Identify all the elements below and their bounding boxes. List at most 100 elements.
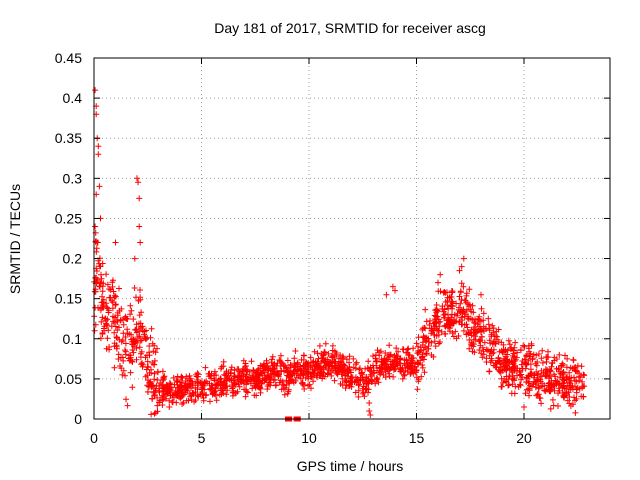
data-point (542, 372, 549, 379)
data-point (367, 371, 374, 378)
data-point (343, 377, 349, 384)
data-point (346, 353, 353, 360)
data-point (421, 369, 428, 376)
data-point (539, 383, 546, 390)
data-point (137, 294, 144, 301)
data-point (514, 349, 521, 356)
data-point (399, 346, 406, 353)
data-point (174, 373, 181, 380)
y-tick-label: 0.3 (63, 170, 83, 186)
data-point (546, 368, 553, 375)
data-point (207, 398, 213, 405)
data-point (321, 359, 328, 366)
data-point (479, 354, 486, 361)
data-point (456, 267, 463, 274)
data-point (104, 335, 111, 342)
data-point (283, 365, 290, 372)
data-point (486, 337, 493, 344)
data-point (131, 343, 138, 350)
data-point (489, 322, 496, 329)
data-point (307, 370, 313, 377)
data-point (431, 323, 438, 330)
data-point (112, 301, 119, 308)
data-point (324, 356, 331, 363)
data-point (489, 341, 496, 347)
data-point (413, 340, 420, 347)
data-point (335, 362, 342, 369)
data-point (270, 377, 277, 384)
data-point (122, 340, 129, 347)
data-point (280, 363, 287, 370)
data-point (154, 377, 161, 383)
data-point (508, 358, 515, 365)
data-point (352, 389, 359, 396)
data-point (470, 329, 477, 336)
data-point (104, 281, 111, 288)
data-point (136, 195, 143, 202)
data-point (135, 297, 142, 304)
data-point (420, 356, 427, 363)
data-point (404, 349, 411, 356)
data-point (535, 391, 542, 398)
data-point (275, 372, 282, 379)
data-point (127, 302, 134, 309)
data-point (459, 317, 466, 324)
data-point (386, 366, 393, 373)
data-point (103, 300, 110, 307)
data-point (122, 347, 128, 354)
data-point (428, 325, 435, 332)
y-tick-label: 0.2 (63, 251, 83, 267)
data-point (158, 381, 165, 388)
data-point (288, 376, 295, 383)
data-point (273, 382, 280, 388)
data-point (170, 374, 177, 381)
data-point (413, 374, 420, 381)
data-point (229, 389, 236, 396)
data-point (394, 355, 401, 362)
data-point (525, 357, 532, 364)
data-point (360, 383, 367, 390)
data-point (270, 362, 277, 369)
data-point (206, 370, 213, 377)
data-point (386, 373, 393, 380)
data-point (136, 312, 143, 319)
data-point (572, 397, 578, 404)
data-point (415, 334, 422, 341)
data-point (463, 290, 470, 297)
data-point (418, 373, 425, 380)
data-point (535, 351, 542, 357)
data-point (570, 357, 577, 364)
data-point (139, 323, 146, 330)
data-point (327, 359, 334, 366)
data-point (456, 319, 462, 326)
data-point (260, 363, 267, 370)
data-point (460, 327, 467, 334)
data-point (154, 369, 161, 376)
data-point (469, 316, 476, 323)
data-point (432, 343, 439, 350)
data-point (118, 316, 124, 323)
data-point (209, 391, 216, 398)
data-point (112, 293, 119, 300)
data-point (124, 402, 131, 409)
data-point (216, 391, 223, 398)
data-point (254, 370, 261, 376)
data-point (217, 378, 224, 385)
data-point (107, 294, 114, 301)
data-point (278, 359, 285, 366)
data-point (113, 345, 120, 352)
data-point (559, 389, 566, 396)
data-point (506, 373, 513, 380)
data-point (237, 377, 244, 384)
data-point (375, 379, 382, 386)
data-point (535, 370, 542, 377)
data-point (267, 382, 274, 389)
data-point (278, 368, 284, 375)
data-point (213, 397, 220, 404)
data-point (123, 315, 130, 322)
data-point (132, 339, 139, 346)
data-point (324, 371, 331, 378)
data-point (284, 357, 291, 364)
data-point (331, 377, 338, 384)
data-point (366, 400, 373, 406)
